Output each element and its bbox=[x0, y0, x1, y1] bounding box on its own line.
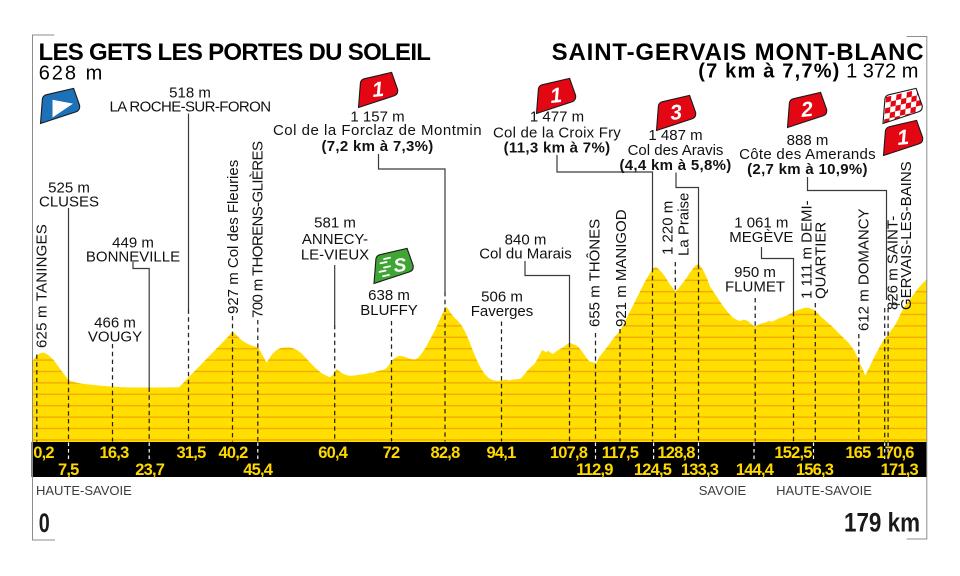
svg-text:700 m THORENS-GLIÈRES: 700 m THORENS-GLIÈRES bbox=[250, 141, 267, 318]
svg-text:171,3: 171,3 bbox=[881, 461, 919, 479]
svg-text:94,1: 94,1 bbox=[487, 444, 517, 462]
svg-text:Faverges: Faverges bbox=[471, 303, 534, 320]
svg-text:QUARTIER: QUARTIER bbox=[813, 222, 830, 299]
svg-text:(7 km à 7,7%) 1 372 m: (7 km à 7,7%) 1 372 m bbox=[698, 61, 918, 83]
svg-text:VOUGY: VOUGY bbox=[88, 329, 142, 346]
svg-text:(4,4 km à 5,8%): (4,4 km à 5,8%) bbox=[619, 157, 731, 174]
svg-text:638 m: 638 m bbox=[368, 287, 410, 304]
svg-text:BONNEVILLE: BONNEVILLE bbox=[86, 249, 180, 266]
svg-text:581 m: 581 m bbox=[314, 215, 356, 232]
svg-text:112,9: 112,9 bbox=[576, 461, 613, 479]
svg-text:72: 72 bbox=[383, 444, 400, 462]
svg-text:518 m: 518 m bbox=[169, 85, 211, 102]
svg-text:525 m: 525 m bbox=[48, 179, 90, 196]
svg-text:927 m Col des Fleuries: 927 m Col des Fleuries bbox=[225, 160, 242, 314]
svg-text:625 m TANINGES: 625 m TANINGES bbox=[34, 224, 51, 348]
svg-text:1: 1 bbox=[371, 78, 385, 102]
svg-text:170,6: 170,6 bbox=[876, 444, 914, 462]
svg-text:655 m THÔNES: 655 m THÔNES bbox=[587, 219, 604, 327]
svg-text:MEGÈVE: MEGÈVE bbox=[729, 229, 793, 246]
svg-text:950 m: 950 m bbox=[734, 264, 776, 281]
svg-text:128,8: 128,8 bbox=[657, 444, 695, 462]
svg-text:(11,3 km à 7%): (11,3 km à 7%) bbox=[504, 140, 611, 157]
svg-text:31,5: 31,5 bbox=[177, 444, 207, 462]
svg-text:LES GETS LES PORTES DU SOLEIL: LES GETS LES PORTES DU SOLEIL bbox=[39, 39, 431, 66]
svg-text:S: S bbox=[393, 255, 408, 277]
svg-text:0: 0 bbox=[39, 508, 50, 538]
svg-text:826 m SAINT-: 826 m SAINT- bbox=[885, 216, 902, 310]
svg-text:Col des Aravis: Col des Aravis bbox=[628, 142, 724, 159]
svg-text:612 m DOMANCY: 612 m DOMANCY bbox=[856, 208, 873, 331]
svg-text:2: 2 bbox=[799, 98, 814, 122]
svg-text:La Praise: La Praise bbox=[676, 193, 693, 256]
svg-text:(7,2 km à 7,3%): (7,2 km à 7,3%) bbox=[321, 138, 433, 155]
svg-text:Col de la Forclaz de Montmin: Col de la Forclaz de Montmin bbox=[273, 122, 482, 139]
svg-text:7,5: 7,5 bbox=[58, 461, 79, 479]
svg-text:82,8: 82,8 bbox=[431, 444, 461, 462]
svg-text:156,3: 156,3 bbox=[796, 461, 834, 479]
svg-text:1 061 m: 1 061 m bbox=[734, 214, 788, 231]
svg-text:1: 1 bbox=[549, 84, 563, 108]
svg-text:1 111 m DEMI-: 1 111 m DEMI- bbox=[799, 200, 816, 299]
svg-text:1: 1 bbox=[896, 126, 910, 150]
svg-text:Col du Marais: Col du Marais bbox=[479, 246, 572, 263]
svg-text:16,3: 16,3 bbox=[100, 444, 130, 462]
svg-text:144,4: 144,4 bbox=[736, 461, 775, 479]
svg-text:GERVAIS-LES-BAINS: GERVAIS-LES-BAINS bbox=[898, 161, 915, 310]
svg-text:179 km: 179 km bbox=[844, 508, 920, 538]
svg-text:888 m: 888 m bbox=[787, 132, 829, 149]
svg-text:0,2: 0,2 bbox=[33, 444, 54, 462]
svg-text:3: 3 bbox=[669, 101, 683, 125]
svg-text:Col de la Croix Fry: Col de la Croix Fry bbox=[493, 125, 621, 142]
svg-text:HAUTE-SAVOIE: HAUTE-SAVOIE bbox=[776, 483, 872, 498]
svg-text:165: 165 bbox=[845, 444, 871, 462]
svg-text:921 m MANIGOD: 921 m MANIGOD bbox=[613, 209, 630, 327]
svg-text:SAVOIE: SAVOIE bbox=[699, 483, 747, 498]
svg-text:628 m: 628 m bbox=[39, 62, 105, 84]
svg-text:ANNECY-: ANNECY- bbox=[302, 231, 368, 248]
svg-text:Côte des Amerands: Côte des Amerands bbox=[739, 146, 876, 163]
svg-text:CLUSES: CLUSES bbox=[39, 194, 99, 211]
svg-text:449 m: 449 m bbox=[112, 235, 154, 252]
svg-text:152,5: 152,5 bbox=[774, 444, 812, 462]
svg-text:FLUMET: FLUMET bbox=[725, 278, 785, 295]
svg-text:(2,7 km à 10,9%): (2,7 km à 10,9%) bbox=[747, 161, 868, 178]
svg-text:107,8: 107,8 bbox=[550, 444, 588, 462]
svg-text:1 477 m: 1 477 m bbox=[530, 109, 584, 126]
svg-text:40,2: 40,2 bbox=[219, 444, 249, 462]
svg-text:BLUFFY: BLUFFY bbox=[360, 302, 418, 319]
svg-text:1 220 m: 1 220 m bbox=[660, 201, 677, 255]
svg-text:117,5: 117,5 bbox=[602, 444, 639, 462]
svg-text:1 487 m: 1 487 m bbox=[648, 127, 702, 144]
svg-text:SAINT-GERVAIS MONT-BLANC: SAINT-GERVAIS MONT-BLANC bbox=[552, 39, 925, 66]
svg-text:840 m: 840 m bbox=[505, 232, 547, 249]
svg-text:133,3: 133,3 bbox=[681, 461, 719, 479]
svg-text:HAUTE-SAVOIE: HAUTE-SAVOIE bbox=[36, 483, 132, 498]
svg-text:23,7: 23,7 bbox=[135, 461, 165, 479]
svg-text:LA ROCHE-SUR-FORON: LA ROCHE-SUR-FORON bbox=[110, 99, 271, 116]
svg-text:124,5: 124,5 bbox=[634, 461, 672, 479]
svg-text:45,4: 45,4 bbox=[243, 461, 274, 479]
svg-text:60,4: 60,4 bbox=[318, 444, 349, 462]
svg-text:1 157 m: 1 157 m bbox=[350, 109, 404, 126]
svg-text:LE-VIEUX: LE-VIEUX bbox=[301, 246, 369, 263]
svg-text:506 m: 506 m bbox=[481, 288, 523, 305]
svg-text:466 m: 466 m bbox=[94, 315, 136, 332]
